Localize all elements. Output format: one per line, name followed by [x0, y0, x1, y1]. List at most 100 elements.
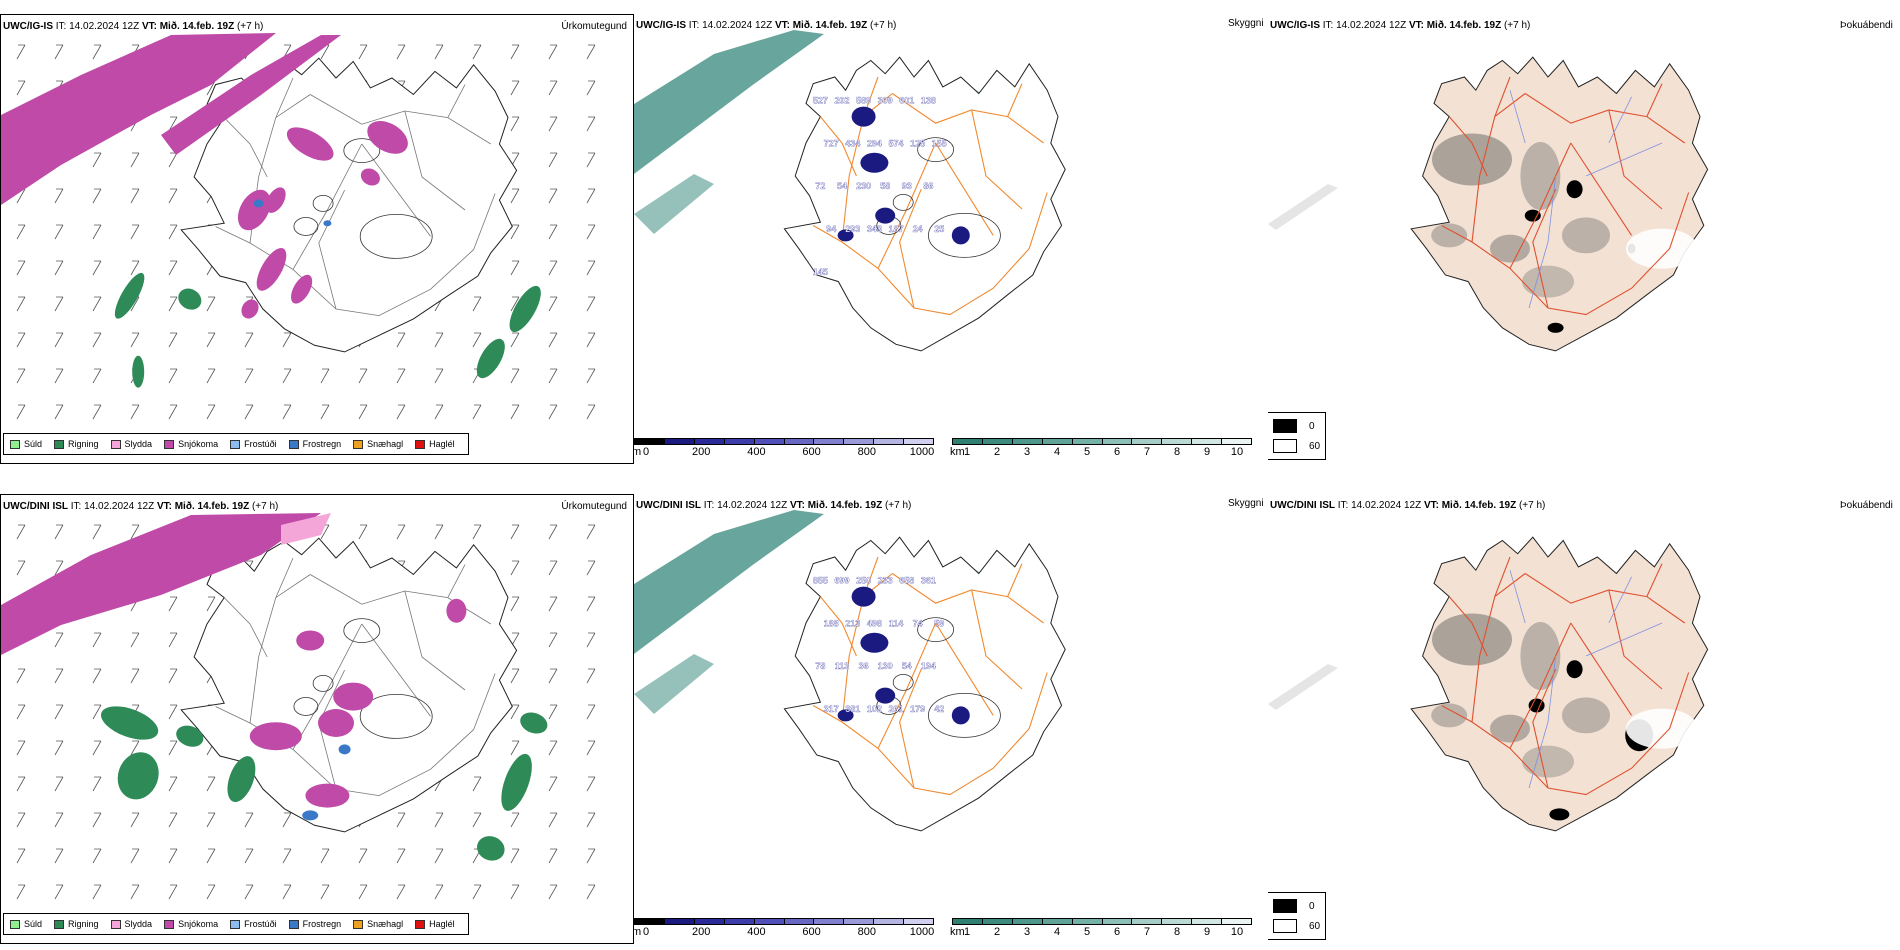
fog-legend-item: 60	[1273, 439, 1320, 453]
wind-barb	[130, 848, 140, 864]
colorbar-step	[814, 919, 845, 924]
dense-fog-area	[1566, 660, 1583, 679]
colorbar-tick-label: 7	[1143, 926, 1151, 938]
wind-barb	[206, 812, 216, 828]
wind-barb	[586, 404, 596, 420]
panel-title: UWC/DINI ISL IT: 14.02.2024 12Z VT: Mið.…	[3, 501, 279, 512]
ceiling-value-label: 54	[902, 661, 912, 671]
ceiling-value-label: 589	[856, 95, 871, 105]
road	[812, 672, 1048, 796]
colorbar-tick-label: 4	[1053, 446, 1061, 458]
wind-barb	[168, 776, 178, 792]
wind-barb	[434, 44, 444, 60]
ceiling-value-label: 74	[913, 618, 923, 628]
colorbar-tick-label: 2	[993, 446, 1001, 458]
colorbar-unit: m	[634, 926, 642, 938]
ceiling-value-label: 114	[889, 618, 904, 628]
wind-barb	[244, 812, 254, 828]
road	[1494, 556, 1511, 597]
fog-legend-item: 0	[1273, 419, 1315, 433]
colorbar-tick-label: 2	[993, 926, 1001, 938]
colorbar-step	[814, 439, 845, 444]
colorbar-tick-label: 200	[692, 446, 711, 458]
wind-barb	[54, 812, 64, 828]
wind-barb	[168, 404, 178, 420]
road	[275, 77, 294, 118]
colorbar-step	[844, 439, 875, 444]
wind-barb	[548, 848, 558, 864]
legend-label: Haglél	[429, 439, 455, 449]
rain-area	[227, 756, 256, 803]
colorbar-tick-label: 9	[1203, 446, 1211, 458]
colorbar-bar	[634, 918, 934, 925]
panel-title: UWC/DINI ISL IT: 14.02.2024 12Z VT: Mið.…	[636, 500, 912, 511]
ceiling-value-label: 179	[910, 704, 925, 714]
wind-barb	[548, 740, 558, 756]
wind-barb	[320, 368, 330, 384]
wind-barb	[396, 368, 406, 384]
wind-barb	[472, 332, 482, 348]
colorbar-step	[982, 439, 1013, 444]
colorbar-unit: km	[950, 926, 965, 938]
ceiling-value-label: 72	[815, 181, 825, 191]
coastline	[1410, 56, 1709, 352]
legend-item: Súld	[10, 439, 42, 449]
colorbar-tick-label: 1000	[909, 446, 935, 458]
wind-barb	[206, 848, 216, 864]
ceiling-value-label: 188	[824, 618, 839, 628]
colorbar-tick-label: 1	[963, 926, 971, 938]
legend-label: Snjókoma	[178, 439, 219, 449]
wind-barb	[16, 848, 26, 864]
fog-area	[1268, 184, 1338, 230]
road	[249, 574, 311, 724]
panel-title: UWC/IG-IS IT: 14.02.2024 12Z VT: Mið. 14…	[1270, 20, 1531, 31]
wind-barb	[548, 116, 558, 132]
panel-title: UWC/DINI ISL IT: 14.02.2024 12Z VT: Mið.…	[1270, 500, 1546, 511]
wind-barb	[510, 560, 520, 576]
colorbar-step	[1222, 439, 1252, 444]
fog-panel-bottom: UWC/DINI ISL IT: 14.02.2024 12Z VT: Mið.…	[1268, 494, 1900, 944]
ceiling-value-label: 202	[834, 95, 849, 105]
fog-map	[1268, 536, 1709, 832]
colorbar-tick-label: 1000	[909, 926, 935, 938]
glacier-outline	[892, 673, 914, 691]
colorbar-tick-label: 800	[857, 446, 876, 458]
wind-barb	[206, 368, 216, 384]
snow-area	[333, 682, 374, 711]
fog-area	[1268, 664, 1338, 710]
wind-barb	[244, 332, 254, 348]
wind-barb	[54, 368, 64, 384]
road	[971, 109, 1023, 210]
road	[1441, 192, 1690, 316]
wind-barb	[548, 296, 558, 312]
road	[971, 589, 1023, 690]
glacier-outline	[359, 213, 433, 259]
ceiling-value-label: 187	[888, 224, 903, 234]
colorbar-step	[844, 919, 875, 924]
wind-barb	[320, 404, 330, 420]
fog-legend-swatch	[1273, 419, 1297, 433]
wind-barb	[54, 848, 64, 864]
river	[1528, 655, 1556, 789]
ceiling-value-label: 261	[888, 704, 903, 714]
wind-barb	[92, 224, 102, 240]
wind-barb	[396, 812, 406, 828]
fog-legend-swatch	[1273, 899, 1297, 913]
precip-panel-bottom: UWC/DINI ISL IT: 14.02.2024 12Z VT: Mið.…	[0, 494, 634, 944]
colorbar-step	[1192, 439, 1223, 444]
legend-label: Súld	[24, 919, 43, 929]
ceiling-value-label: 601	[899, 95, 914, 105]
rain-area	[132, 355, 145, 388]
legend-item: Slydda	[110, 919, 152, 929]
river	[1585, 622, 1663, 657]
legend-label: Snæhagl	[367, 919, 404, 929]
road	[892, 573, 1044, 624]
rain-area	[477, 836, 505, 861]
legend-label: Rigning	[68, 439, 99, 449]
wind-barb	[358, 404, 368, 420]
river	[1608, 576, 1632, 624]
colorbar-step	[1012, 919, 1043, 924]
wind-barb	[472, 812, 482, 828]
wind-barb	[54, 44, 64, 60]
wind-barb	[130, 404, 140, 420]
